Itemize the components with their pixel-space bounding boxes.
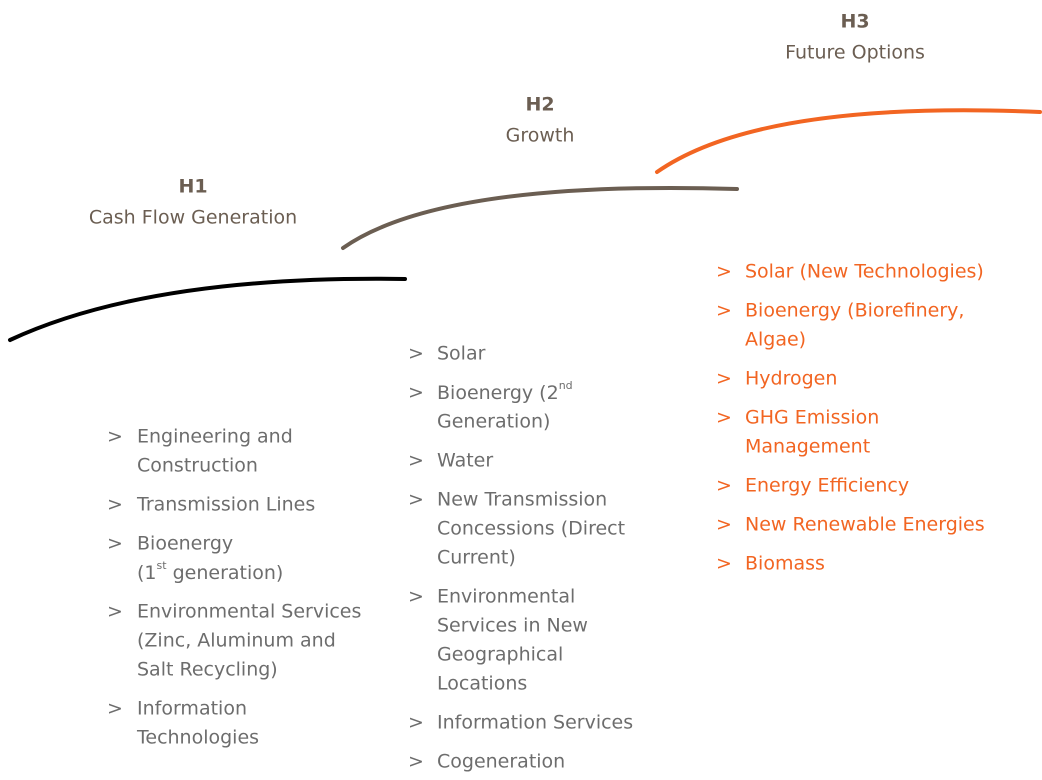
bullet-marker: >	[408, 712, 424, 734]
item-text-part: Bioenergy (2	[437, 382, 559, 404]
bullet-marker: >	[716, 261, 732, 283]
item-text: GHG Emission	[745, 407, 879, 429]
item-text: (Zinc, Aluminum and	[137, 630, 336, 652]
item-text: Current)	[437, 547, 516, 569]
horizon-title: Cash Flow Generation	[89, 207, 297, 229]
item-text-part: (1	[137, 562, 157, 584]
bullet-marker: >	[716, 514, 732, 536]
item-text: Environmental	[437, 586, 575, 608]
bullet-marker: >	[107, 533, 123, 555]
item-text: Geographical	[437, 644, 563, 666]
h2-curve	[341, 185, 739, 250]
item-text: Salt Recycling)	[137, 659, 278, 681]
horizon-label: H1	[178, 176, 207, 198]
item-text: Concessions (Direct	[437, 518, 625, 540]
item-text: Bioenergy (Biorefinery,	[745, 300, 964, 322]
bullet-marker: >	[408, 450, 424, 472]
bullet-marker: >	[408, 382, 424, 404]
bullet-marker: >	[107, 426, 123, 448]
item-text: Solar	[437, 343, 486, 365]
item-text: Engineering and	[137, 426, 293, 448]
item-text: Solar (New Technologies)	[745, 261, 984, 283]
horizon-label: H2	[525, 94, 554, 116]
item-text: Services in New	[437, 615, 588, 637]
bullet-marker: >	[107, 494, 123, 516]
horizon-label: H3	[840, 11, 869, 33]
bullet-marker: >	[408, 343, 424, 365]
item-text: Information	[137, 698, 247, 720]
item-superscript: st	[157, 559, 168, 572]
h3-curve	[655, 108, 1042, 174]
horizon-title: Future Options	[785, 42, 925, 64]
item-text: Hydrogen	[745, 368, 837, 390]
item-text: Biomass	[745, 553, 825, 575]
horizon-title: Growth	[506, 125, 575, 147]
item-text: Bioenergy (2nd	[437, 379, 573, 404]
item-text: Locations	[437, 673, 527, 695]
bullet-marker: >	[716, 368, 732, 390]
bullet-marker: >	[716, 407, 732, 429]
h1-curve	[8, 276, 407, 342]
item-superscript: nd	[559, 379, 573, 392]
bullet-marker: >	[408, 586, 424, 608]
item-text: Environmental Services	[137, 601, 361, 623]
item-text: Generation)	[437, 411, 550, 433]
item-text-part: generation)	[167, 562, 284, 584]
bullet-marker: >	[716, 553, 732, 575]
item-text: Management	[745, 436, 870, 458]
bullet-marker: >	[716, 475, 732, 497]
item-text: New Transmission	[437, 489, 607, 511]
item-text: Bioenergy	[137, 533, 233, 555]
item-text: Construction	[137, 455, 258, 477]
item-text: Algae)	[745, 329, 806, 351]
item-text: Transmission Lines	[136, 494, 315, 516]
item-text: Cogeneration	[437, 751, 565, 773]
item-text: Technologies	[136, 727, 259, 749]
bullet-marker: >	[107, 601, 123, 623]
bullet-marker: >	[107, 698, 123, 720]
item-text: Energy Efficiency	[745, 475, 909, 497]
bullet-marker: >	[408, 751, 424, 773]
item-text: Water	[437, 450, 493, 472]
item-text: (1st generation)	[137, 559, 283, 584]
item-text: Information Services	[437, 712, 633, 734]
bullet-marker: >	[408, 489, 424, 511]
item-text: New Renewable Energies	[745, 514, 985, 536]
bullet-marker: >	[716, 300, 732, 322]
